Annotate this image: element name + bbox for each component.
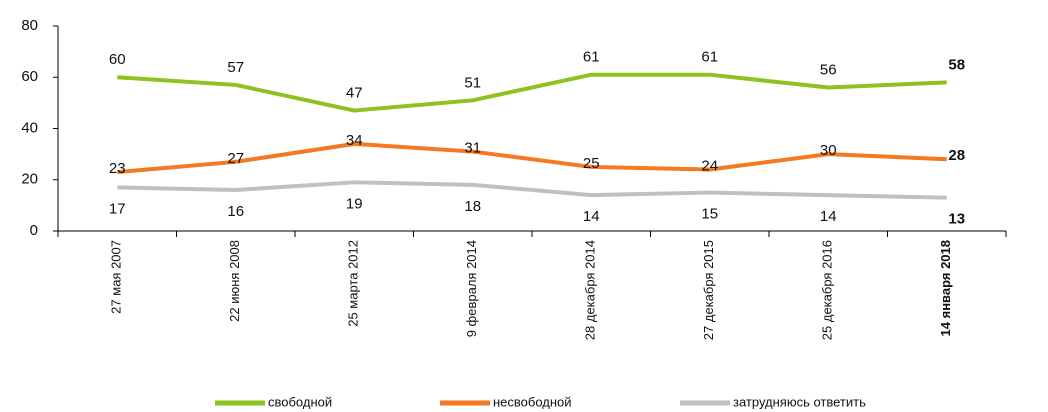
data-label: 57 [227,59,244,76]
data-label: 60 [109,51,126,68]
data-label: 17 [109,200,126,217]
x-tick-label: 28 декабря 2014 [583,240,598,340]
data-label: 25 [583,155,600,172]
data-label: 24 [701,157,718,174]
data-label: 56 [820,61,837,78]
y-tick-label: 40 [21,119,38,136]
data-label: 14 [583,208,600,225]
x-tick-label: 27 мая 2007 [109,240,124,314]
x-tick-label: 14 января 2018 [938,240,953,336]
data-label: 23 [109,160,126,177]
data-label: 19 [346,195,363,212]
y-tick-label: 0 [30,222,38,239]
data-label: 34 [346,132,363,149]
line-series [117,141,947,175]
x-tick-label: 27 декабря 2015 [701,240,716,340]
y-tick-label: 80 [21,17,38,34]
data-label: 27 [227,150,244,167]
x-tick-label: 9 февраля 2014 [464,240,479,337]
line-series [117,180,947,200]
legend-label: свободной [268,394,332,409]
y-tick-label: 60 [21,68,38,85]
data-label: 31 [464,140,481,157]
data-label: 14 [820,208,837,225]
data-label: 58 [948,56,965,73]
legend-label: несвободной [493,394,572,409]
data-label: 47 [346,85,363,102]
data-label: 51 [464,74,481,91]
data-label: 61 [701,49,718,66]
x-tick-label: 25 марта 2012 [346,240,361,327]
data-label: 30 [820,142,837,159]
x-tick-label: 22 июня 2008 [227,240,242,322]
x-tick-label: 25 декабря 2016 [820,240,835,340]
data-label: 16 [227,203,244,220]
data-label: 13 [948,211,965,228]
y-tick-label: 20 [21,171,38,188]
data-label: 61 [583,49,600,66]
data-label: 18 [464,198,481,215]
legend-label: затрудняюсь ответить [733,394,866,409]
data-label: 15 [701,206,718,223]
line-series [117,72,947,113]
data-label: 28 [948,147,965,164]
